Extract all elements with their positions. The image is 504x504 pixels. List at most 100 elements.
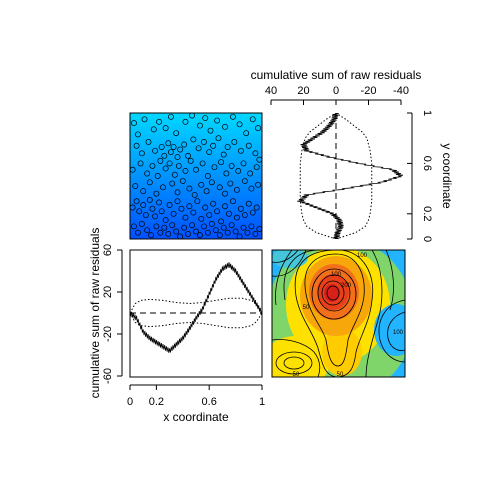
scatter-point <box>177 146 184 153</box>
scatter-point <box>249 209 256 216</box>
contour-label: 100 <box>331 272 342 278</box>
scatter-point <box>193 228 199 235</box>
scatter-point <box>218 218 225 225</box>
right-axis-tick-label: 0.6 <box>421 156 433 171</box>
scatter-point <box>247 170 254 177</box>
x-residual-bottom-axis: 0 0.2 0.6 1 <box>127 384 265 408</box>
scatter-point <box>181 141 188 148</box>
contour-line <box>272 339 321 377</box>
scatter-point <box>199 160 206 167</box>
contour-line <box>304 253 365 367</box>
scatter-point <box>197 122 203 129</box>
top-axis-tick-label: -40 <box>393 85 409 97</box>
scatter-point <box>198 215 205 222</box>
scatter-point <box>166 202 173 208</box>
scatter-point <box>170 210 177 217</box>
scatter-point <box>165 231 172 237</box>
scatter-point <box>137 160 144 167</box>
left-axis-tick-label: -20 <box>102 326 114 342</box>
scatter-point <box>214 208 221 215</box>
scatter-point <box>230 113 236 120</box>
heatmap-contours <box>272 250 405 377</box>
scatter-point <box>222 190 228 197</box>
scatter-point <box>145 139 152 145</box>
scatter-point <box>244 229 251 236</box>
top-axis-tick-label: 0 <box>333 85 339 97</box>
scatter-point <box>240 160 247 167</box>
scatter-point <box>215 135 222 142</box>
contour-label: 50 <box>293 372 300 378</box>
scatter-point <box>220 224 227 231</box>
contour-labels: 100 200 50 100 50 100 50 <box>293 253 404 378</box>
scatter-point <box>195 145 202 152</box>
scatter-point <box>161 224 168 231</box>
bottom-axis-tick-label: 0.2 <box>149 396 164 408</box>
scatter-point <box>179 178 186 184</box>
scatter-point <box>148 232 155 239</box>
scatter-point <box>222 203 228 210</box>
y-residual-dotted-line <box>335 113 373 239</box>
contour-label: 100 <box>357 253 368 259</box>
scatter-point <box>174 154 181 161</box>
scatter-point <box>253 204 260 211</box>
contour-line <box>387 311 405 351</box>
left-axis-tick-label: 20 <box>102 286 114 298</box>
x-residual-left-axis: -60 -20 20 60 <box>102 244 123 384</box>
scatter-point <box>165 140 172 147</box>
scatter-point <box>154 173 161 179</box>
contour-line <box>321 280 345 306</box>
scatter-point <box>218 159 225 166</box>
contour-line <box>275 351 313 375</box>
scatter-panel <box>129 112 263 240</box>
right-axis-tick-label: 0.2 <box>421 206 433 221</box>
scatter-point <box>156 118 162 125</box>
scatter-point <box>197 232 203 239</box>
scatter-point <box>182 214 189 221</box>
bottom-axis-tick-label: 0.6 <box>202 396 217 408</box>
scatter-point <box>210 142 217 149</box>
scatter-point <box>162 165 169 172</box>
scatter-point <box>252 231 259 237</box>
x-residual-dotted-line <box>130 297 262 314</box>
scatter-point <box>152 147 159 154</box>
scatter-frame <box>129 112 263 240</box>
scatter-point <box>208 179 215 186</box>
y-residual-lines <box>297 113 403 239</box>
scatter-point <box>231 139 238 145</box>
bottom-axis-tick-label: 0 <box>127 396 133 408</box>
scatter-point <box>141 116 148 123</box>
scatter-point <box>252 150 259 157</box>
scatter-point <box>149 162 156 169</box>
scatter-point <box>245 142 252 149</box>
scatter-point <box>253 164 260 171</box>
scatter-point <box>241 178 248 184</box>
scatter-point <box>240 224 247 231</box>
scatter-point <box>131 120 137 127</box>
scatter-point <box>249 116 256 123</box>
scatter-point <box>224 229 231 236</box>
scatter-point <box>189 222 195 229</box>
scatter-point <box>162 125 169 132</box>
scatter-point <box>166 160 173 167</box>
scatter-point <box>202 115 209 121</box>
scatter-point <box>181 224 188 231</box>
scatter-point <box>198 181 205 188</box>
scatter-point <box>162 217 169 224</box>
x-axis-label: x coordinate <box>163 410 229 424</box>
scatter-point <box>207 127 214 134</box>
scatter-point <box>255 125 261 132</box>
heatmap-frame <box>271 249 406 378</box>
scatter-point <box>203 188 210 195</box>
contour-line <box>326 285 340 301</box>
y-residual-dotted-line <box>299 113 337 239</box>
scatter-point <box>146 196 153 203</box>
scatter-point <box>134 229 141 236</box>
scatter-point <box>220 151 227 158</box>
scatter-point <box>235 168 242 174</box>
scatter-point <box>169 222 176 229</box>
contour-line <box>317 274 351 312</box>
contour-line <box>272 250 307 277</box>
scatter-point <box>248 223 255 230</box>
scatter-point <box>245 200 252 207</box>
scatter-point <box>248 185 255 192</box>
